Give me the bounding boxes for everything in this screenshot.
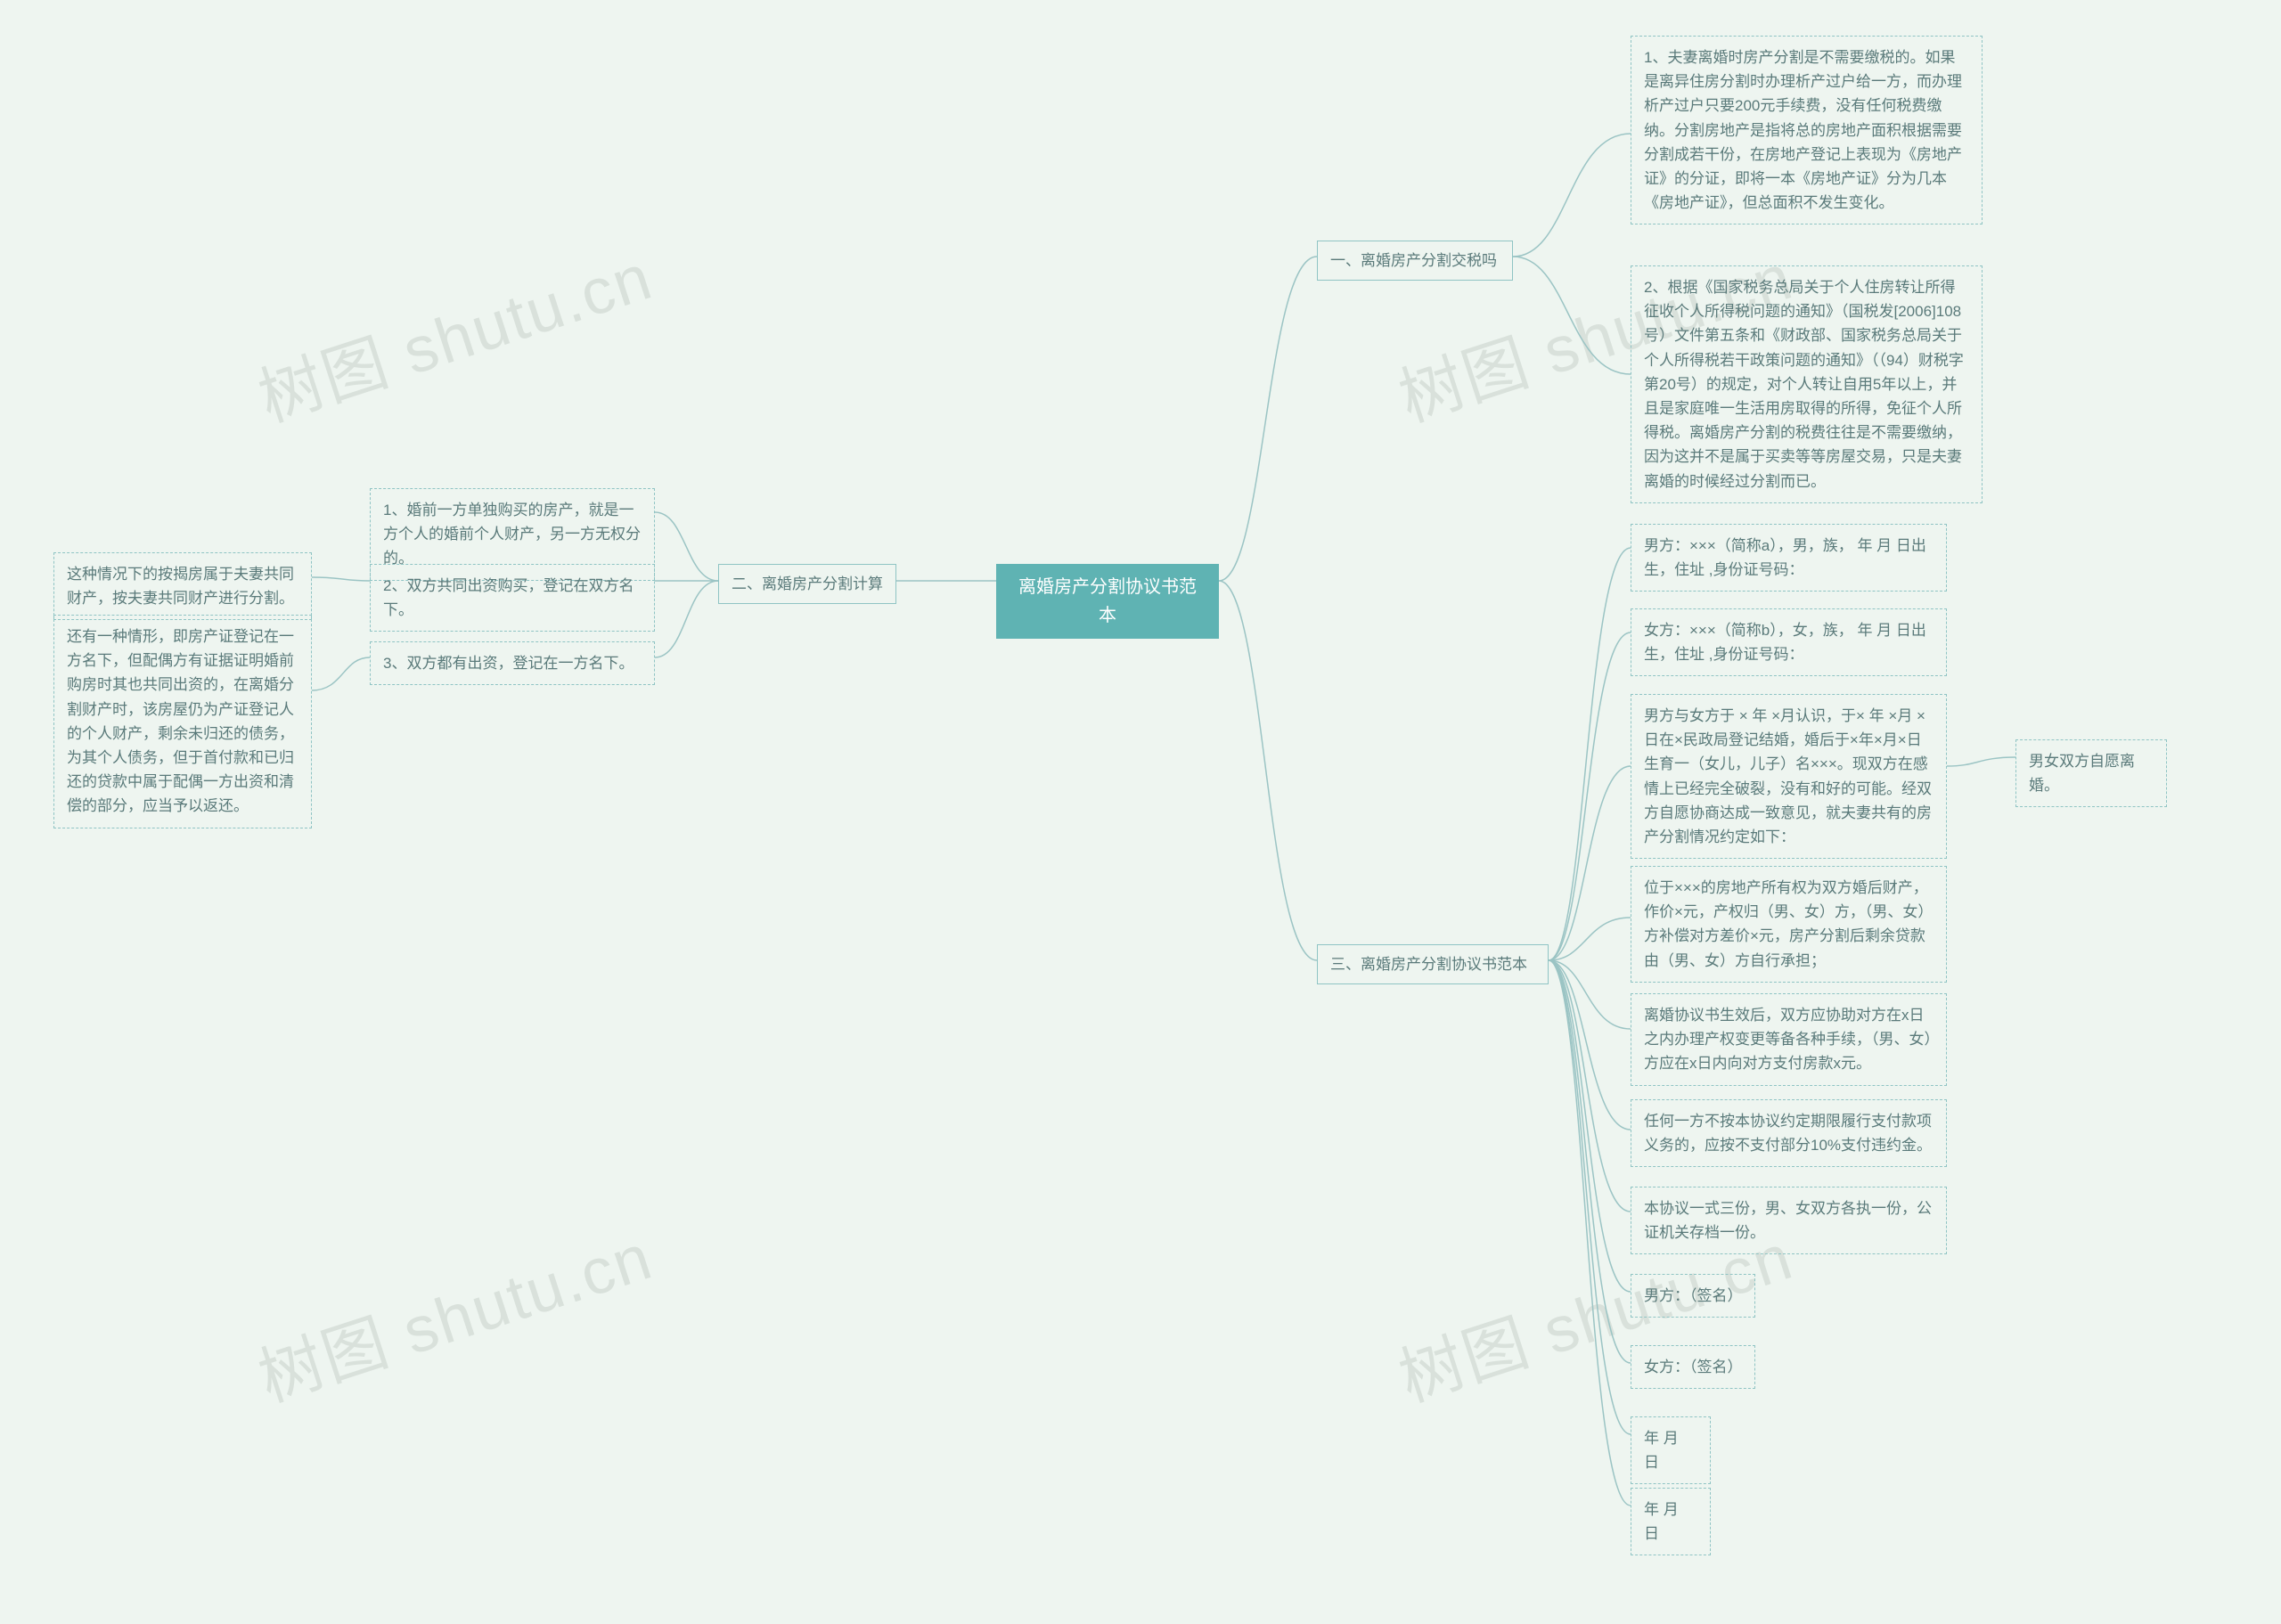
section-2-item-2: 2、双方共同出资购买，登记在双方名下。 bbox=[370, 564, 655, 632]
section-2-item-3: 3、双方都有出资，登记在一方名下。 bbox=[370, 641, 655, 685]
section-3-item-9: 女方：（签名） bbox=[1631, 1345, 1755, 1389]
section-1-title: 一、离婚房产分割交税吗 bbox=[1317, 241, 1513, 281]
mindmap-root: 离婚房产分割协议书范本 bbox=[996, 564, 1219, 639]
section-2-title: 二、离婚房产分割计算 bbox=[718, 564, 896, 604]
watermark: 树图 shutu.cn bbox=[245, 1204, 662, 1419]
section-3-item-2: 女方：×××（简称b），女，族， 年 月 日出生，住址 ,身份证号码： bbox=[1631, 608, 1947, 676]
section-3-item-6: 任何一方不按本协议约定期限履行支付款项义务的，应按不支付部分10%支付违约金。 bbox=[1631, 1099, 1947, 1167]
section-3-title: 三、离婚房产分割协议书范本 bbox=[1317, 944, 1549, 984]
section-1-item-1: 1、夫妻离婚时房产分割是不需要缴税的。如果是离异住房分割时办理析产过户给一方，而… bbox=[1631, 36, 1983, 224]
section-3-item-1: 男方：×××（简称a），男，族， 年 月 日出生，住址 ,身份证号码： bbox=[1631, 524, 1947, 592]
section-3-item-10: 年 月 日 bbox=[1631, 1416, 1711, 1484]
watermark: 树图 shutu.cn bbox=[245, 224, 662, 439]
section-3-item-3: 男方与女方于 × 年 ×月认识，于× 年 ×月 ×日在×民政局登记结婚，婚后于×… bbox=[1631, 694, 1947, 859]
section-2-item-2-detail: 这种情况下的按揭房属于夫妻共同财产，按夫妻共同财产进行分割。 bbox=[53, 552, 312, 620]
section-1-item-2: 2、根据《国家税务总局关于个人住房转让所得征收个人所得税问题的通知》（国税发[2… bbox=[1631, 265, 1983, 503]
section-2-item-3-detail: 还有一种情形，即房产证登记在一方名下，但配偶方有证据证明婚前购房时其也共同出资的… bbox=[53, 615, 312, 828]
section-3-item-7: 本协议一式三份，男、女双方各执一份，公证机关存档一份。 bbox=[1631, 1187, 1947, 1254]
section-3-item-11: 年 月 日 bbox=[1631, 1488, 1711, 1555]
section-3-item-4: 位于×××的房地产所有权为双方婚后财产，作价×元，产权归（男、女）方，（男、女）… bbox=[1631, 866, 1947, 983]
section-3-item-8: 男方：（签名） bbox=[1631, 1274, 1755, 1318]
section-3-item-5: 离婚协议书生效后，双方应协助对方在x日之内办理产权变更等备各种手续，（男、女）方… bbox=[1631, 993, 1947, 1086]
section-3-item-3-detail: 男女双方自愿离婚。 bbox=[2015, 739, 2167, 807]
